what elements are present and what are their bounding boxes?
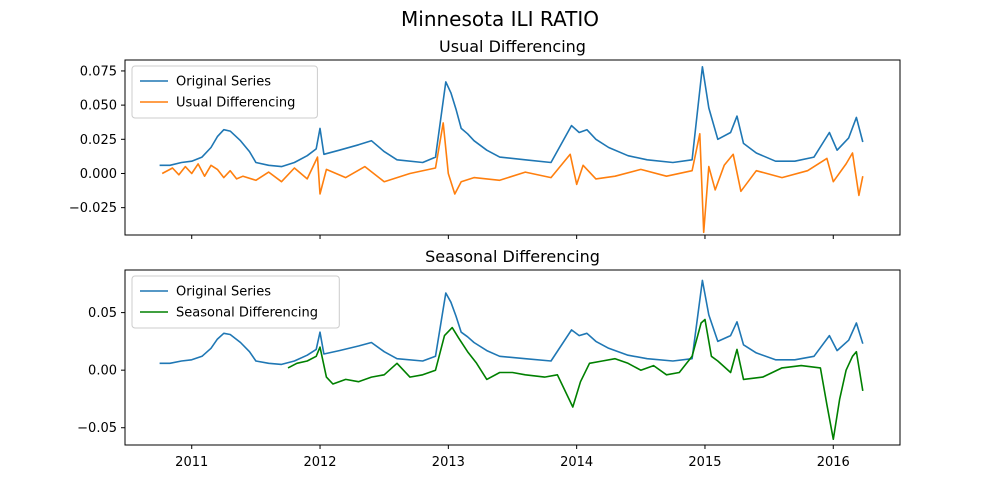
figure-suptitle: Minnesota ILI RATIO: [401, 7, 599, 31]
seasonal-differencing-ytick-label: 0.00: [88, 364, 117, 379]
usual-differencing-series-line-0: [159, 66, 864, 168]
seasonal-differencing-xtick-label: 2012: [303, 455, 336, 470]
seasonal-differencing-legend: [131, 275, 340, 329]
seasonal-differencing-ytick-label: 0.05: [88, 306, 117, 321]
seasonal-differencing-series-line-0: [159, 279, 864, 366]
usual-differencing-legend-label-1: Usual Differencing: [176, 96, 295, 111]
usual-differencing-axes-frame: [124, 59, 901, 236]
usual-differencing-ytick-label: −0.025: [69, 201, 117, 216]
seasonal-differencing-xtick-label: 2016: [817, 455, 850, 470]
usual-differencing-title: Usual Differencing: [439, 37, 586, 56]
usual-differencing-ytick-label: 0.050: [80, 99, 117, 114]
seasonal-differencing-xtick-label: 2011: [175, 455, 208, 470]
usual-differencing-legend-label-0: Original Series: [176, 75, 271, 90]
seasonal-differencing-legend-label-0: Original Series: [176, 285, 271, 300]
seasonal-differencing-legend-label-1: Seasonal Differencing: [176, 306, 318, 321]
seasonal-differencing-ytick-label: −0.05: [77, 421, 117, 436]
usual-differencing-ytick-label: 0.075: [80, 64, 117, 79]
usual-differencing-ytick-label: 0.000: [80, 167, 117, 182]
usual-differencing-series-line-1: [161, 122, 864, 234]
seasonal-differencing-panel: Seasonal Differencing −0.05 0.00 0.05 2011 20…: [77, 247, 901, 470]
seasonal-differencing-series-line-1: [287, 318, 864, 440]
usual-differencing-panel: Usual Differencing −0.025 0.000 0.025 0.050 0…: [69, 37, 901, 239]
seasonal-differencing-xtick-label: 2015: [688, 455, 721, 470]
seasonal-differencing-axes-frame: [124, 269, 901, 446]
seasonal-differencing-xtick-label: 2014: [560, 455, 593, 470]
seasonal-differencing-title: Seasonal Differencing: [425, 247, 600, 266]
usual-differencing-ytick-label: 0.025: [80, 133, 117, 148]
seasonal-differencing-xtick-label: 2013: [432, 455, 465, 470]
usual-differencing-legend: [131, 65, 318, 119]
